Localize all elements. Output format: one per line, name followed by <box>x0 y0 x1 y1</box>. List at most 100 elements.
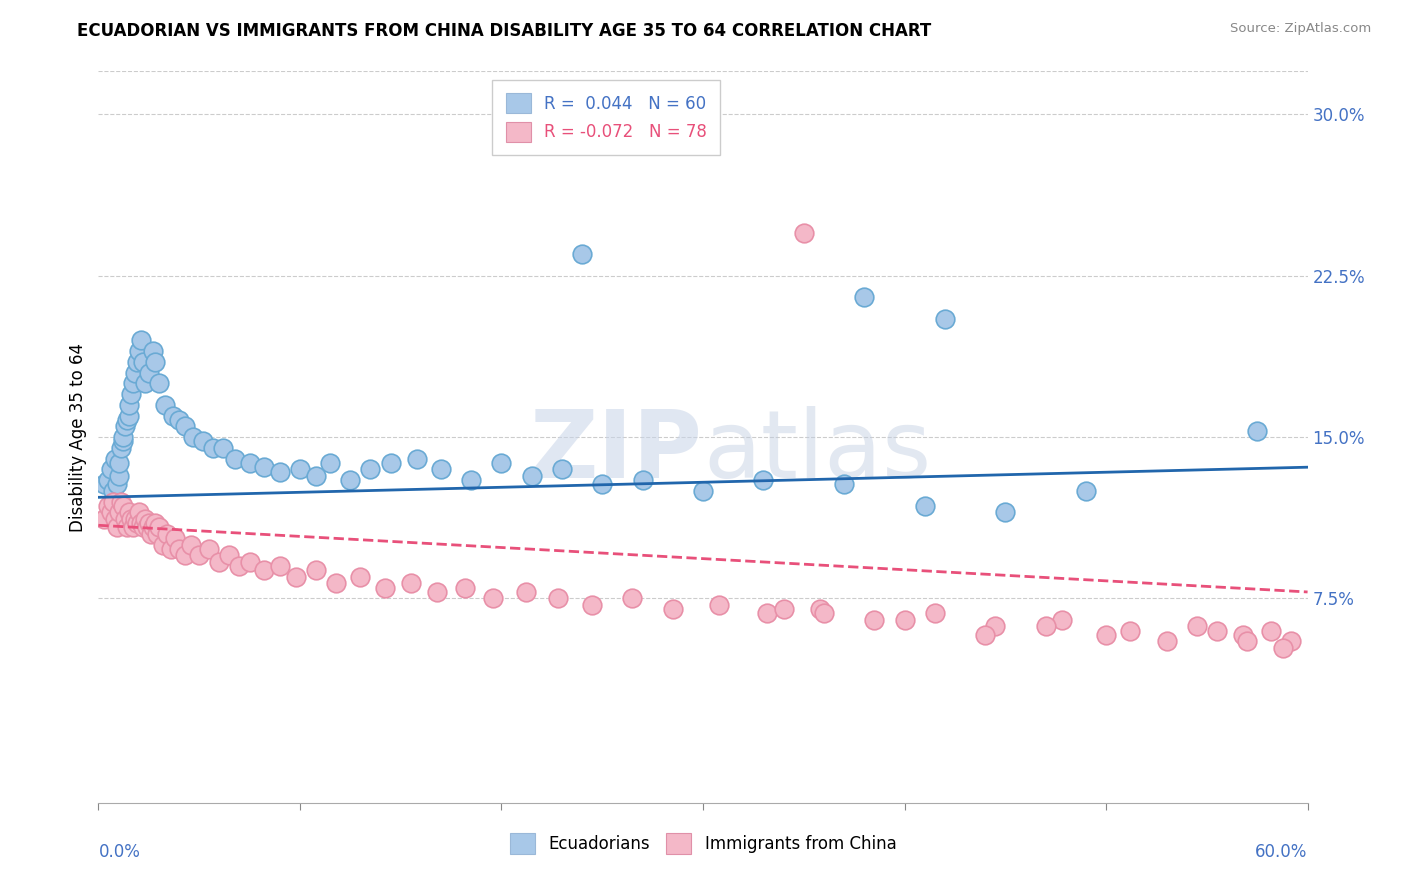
Point <box>105 477 128 491</box>
Point <box>482 591 505 606</box>
Point <box>813 607 835 621</box>
Point <box>129 333 152 347</box>
Point <box>631 473 654 487</box>
Point <box>339 473 361 487</box>
Point <box>111 430 134 444</box>
Point <box>547 591 569 606</box>
Point <box>305 468 328 483</box>
Point <box>152 538 174 552</box>
Point <box>193 434 215 449</box>
Point <box>134 376 156 391</box>
Point <box>198 541 221 556</box>
Point <box>1095 628 1118 642</box>
Text: atlas: atlas <box>703 406 931 498</box>
Point <box>914 499 936 513</box>
Point <box>551 462 574 476</box>
Point <box>115 413 138 427</box>
Point <box>120 512 142 526</box>
Point <box>97 473 120 487</box>
Point <box>349 570 371 584</box>
Point <box>138 366 160 380</box>
Point <box>1185 619 1208 633</box>
Point <box>1232 628 1254 642</box>
Point <box>128 505 150 519</box>
Point <box>107 456 129 470</box>
Point <box>105 520 128 534</box>
Point <box>305 564 328 578</box>
Point <box>1246 424 1268 438</box>
Point <box>118 409 141 423</box>
Point <box>1272 640 1295 655</box>
Point <box>319 456 342 470</box>
Point <box>124 366 146 380</box>
Point <box>591 477 613 491</box>
Legend: Ecuadorians, Immigrants from China: Ecuadorians, Immigrants from China <box>503 827 903 860</box>
Point <box>167 541 190 556</box>
Point <box>115 520 138 534</box>
Point <box>118 398 141 412</box>
Point <box>174 419 197 434</box>
Point <box>139 527 162 541</box>
Point <box>924 607 946 621</box>
Point <box>934 311 956 326</box>
Point <box>110 441 132 455</box>
Point <box>793 226 815 240</box>
Point <box>399 576 422 591</box>
Point <box>180 538 202 552</box>
Point <box>138 516 160 530</box>
Point <box>756 607 779 621</box>
Point <box>1156 634 1178 648</box>
Point <box>1260 624 1282 638</box>
Point <box>360 462 382 476</box>
Point <box>832 477 855 491</box>
Point <box>153 398 176 412</box>
Point <box>454 581 477 595</box>
Point <box>120 387 142 401</box>
Point <box>208 555 231 569</box>
Point <box>218 549 240 563</box>
Point <box>93 477 115 491</box>
Point <box>269 465 291 479</box>
Point <box>239 555 262 569</box>
Point <box>520 468 543 483</box>
Point <box>284 570 307 584</box>
Point <box>110 494 132 508</box>
Point <box>97 499 120 513</box>
Point <box>125 516 148 530</box>
Point <box>405 451 427 466</box>
Point <box>253 564 276 578</box>
Text: 0.0%: 0.0% <box>98 843 141 861</box>
Point <box>239 456 262 470</box>
Point <box>101 483 124 498</box>
Point <box>1035 619 1057 633</box>
Point <box>132 520 155 534</box>
Point <box>118 505 141 519</box>
Point <box>143 355 166 369</box>
Point <box>114 419 136 434</box>
Point <box>103 451 125 466</box>
Point <box>142 344 165 359</box>
Point <box>224 451 246 466</box>
Point <box>853 290 876 304</box>
Point <box>1281 634 1303 648</box>
Point <box>228 559 250 574</box>
Point <box>129 516 152 530</box>
Point <box>174 549 197 563</box>
Point <box>100 462 122 476</box>
Point <box>752 473 775 487</box>
Point <box>288 462 311 476</box>
Point <box>212 441 235 455</box>
Point <box>974 628 997 642</box>
Point <box>426 585 449 599</box>
Point <box>100 505 122 519</box>
Point <box>134 512 156 526</box>
Point <box>984 619 1007 633</box>
Point <box>103 512 125 526</box>
Point <box>148 376 170 391</box>
Point <box>121 376 143 391</box>
Point <box>380 456 402 470</box>
Point <box>107 468 129 483</box>
Y-axis label: Disability Age 35 to 64: Disability Age 35 to 64 <box>69 343 87 532</box>
Point <box>163 531 186 545</box>
Point <box>661 602 683 616</box>
